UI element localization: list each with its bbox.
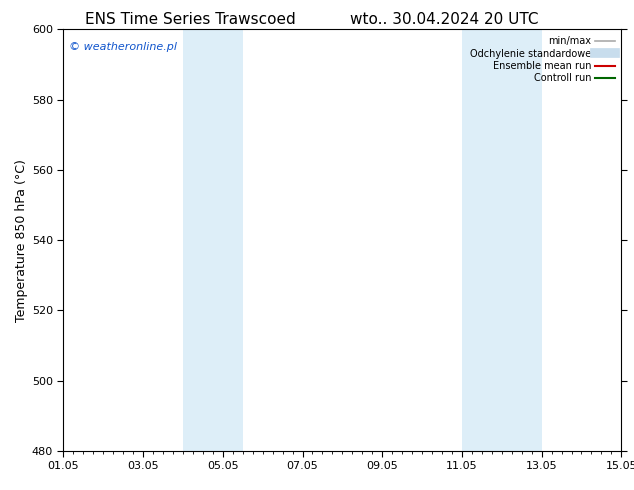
Y-axis label: Temperature 850 hPa (°C): Temperature 850 hPa (°C) bbox=[15, 159, 27, 321]
Legend: min/max, Odchylenie standardowe, Ensemble mean run, Controll run: min/max, Odchylenie standardowe, Ensembl… bbox=[468, 34, 616, 85]
Text: ENS Time Series Trawscoed: ENS Time Series Trawscoed bbox=[85, 12, 295, 27]
Text: © weatheronline.pl: © weatheronline.pl bbox=[69, 42, 177, 52]
Bar bbox=[183, 29, 243, 451]
Text: wto.. 30.04.2024 20 UTC: wto.. 30.04.2024 20 UTC bbox=[349, 12, 538, 27]
Bar bbox=[462, 29, 541, 451]
